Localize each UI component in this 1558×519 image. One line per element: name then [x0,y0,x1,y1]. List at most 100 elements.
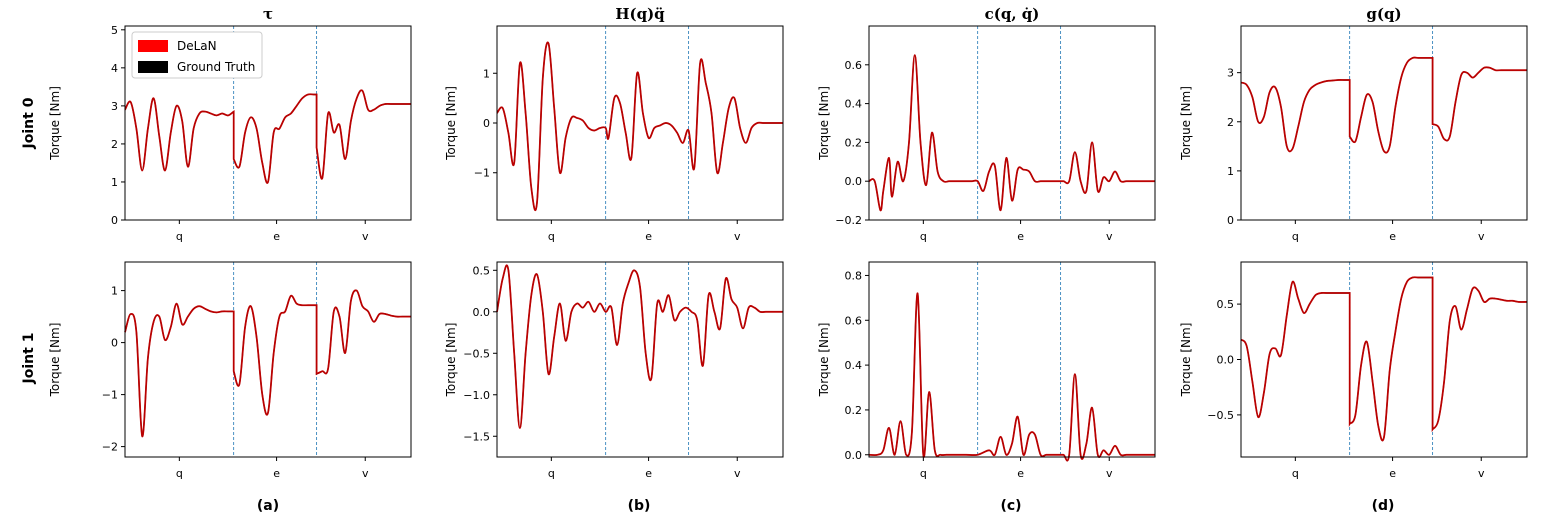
chart-title-3: g(q) [1366,5,1401,23]
y-tick-label-1-2: 1 [483,67,490,80]
y-tick-label-6-0: 0.0 [845,449,863,462]
sub-label-a: (a) [257,498,279,514]
x-tick-label-3-0: q [1292,230,1299,243]
chart-panel-0: τ Torque [Nm] 0 1 2 3 4 5 q e v DeLaN Ground Truth [48,5,412,243]
y-tick-label-4-2: 0 [111,337,118,350]
x-tick-label-4-2: v [362,467,369,480]
delan-line-6 [868,292,1155,462]
chart-title-0: τ [263,5,273,23]
y-tick-label-2-0: −0.2 [835,214,862,227]
x-tick-label-5-2: v [734,467,741,480]
y-tick-label-1-1: 0 [483,117,490,130]
y-tick-label-3-0: 0 [1227,214,1234,227]
chart-panel-3: g(q) Torque [Nm] 0 1 2 3 q e v [1179,5,1528,243]
y-tick-label-2-2: 0.2 [845,136,863,149]
sub-label-b: (b) [628,498,651,514]
sub-label-d: (d) [1372,498,1395,514]
chart-panel-5: Torque [Nm] −1.5 −1.0 −0.5 0.0 0.5 q e v [444,261,784,480]
axes-layer: τ Torque [Nm] 0 1 2 3 4 5 q e v DeLaN Ground Truth H(… [48,5,1528,480]
y-tick-label-2-3: 0.4 [845,98,863,111]
x-tick-label-7-0: q [1292,467,1299,480]
x-tick-label-6-2: v [1106,467,1113,480]
x-tick-label-6-1: e [1017,467,1024,480]
y-tick-label-5-0: −1.5 [463,430,490,443]
y-tick-label-4-0: −2 [102,441,118,454]
axes-frame-4 [124,261,412,458]
legend: DeLaN Ground Truth [131,31,263,79]
legend-swatch-1 [138,61,168,73]
chart-panel-6: Torque [Nm] 0.0 0.2 0.4 0.6 0.8 q e v [817,261,1156,480]
y-axis-label-7: Torque [Nm] [1179,323,1193,398]
x-tick-label-0-0: q [176,230,183,243]
y-tick-label-7-0: −0.5 [1207,409,1234,422]
chart-panel-4: Torque [Nm] −2 −1 0 1 q e v [48,261,412,480]
y-tick-label-6-4: 0.8 [845,269,863,282]
x-tick-label-2-2: v [1106,230,1113,243]
y-axis-label-1: Torque [Nm] [444,86,458,161]
y-tick-label-0-0: 0 [111,214,118,227]
delan-line-3 [1240,56,1527,154]
axes-frame-1 [496,25,784,221]
sub-label-c: (c) [1000,498,1021,514]
delan-line-4 [124,289,411,438]
y-tick-label-2-1: 0.0 [845,175,863,188]
x-tick-label-0-1: e [273,230,280,243]
y-tick-label-3-2: 2 [1227,116,1234,129]
delan-line-1 [496,41,783,211]
axes-frame-7 [1240,261,1528,458]
delan-line-7 [1240,276,1528,442]
y-tick-label-6-1: 0.2 [845,404,863,417]
legend-swatch-0 [138,40,168,52]
ground-truth-line-0 [124,89,411,184]
y-tick-label-0-3: 3 [111,100,118,113]
y-tick-label-4-1: −1 [102,389,118,402]
row-label-joint-1: Joint 1 [21,333,37,385]
x-tick-label-1-0: q [548,230,555,243]
x-tick-label-4-0: q [176,467,183,480]
x-tick-label-4-1: e [273,467,280,480]
x-tick-label-1-1: e [645,230,652,243]
x-tick-label-7-1: e [1389,467,1396,480]
y-tick-label-5-2: −0.5 [463,347,490,360]
y-axis-label-4: Torque [Nm] [48,323,62,398]
y-tick-label-4-3: 1 [111,285,118,298]
delan-line-0 [124,89,411,184]
row-label-joint-0: Joint 0 [21,97,37,149]
delan-line-5 [496,264,783,429]
ground-truth-line-3 [1240,56,1527,154]
y-tick-label-7-1: 0.0 [1217,354,1235,367]
y-axis-label-6: Torque [Nm] [817,323,831,398]
y-tick-label-0-2: 2 [111,138,118,151]
y-tick-label-1-0: −1 [474,167,490,180]
y-tick-label-0-5: 5 [111,24,118,37]
axes-frame-2 [868,25,1156,221]
y-tick-label-7-2: 0.5 [1217,298,1235,311]
y-tick-label-3-3: 3 [1227,67,1234,80]
y-tick-label-5-4: 0.5 [473,264,491,277]
x-tick-label-2-1: e [1017,230,1024,243]
x-tick-label-5-1: e [645,467,652,480]
y-tick-label-3-1: 1 [1227,165,1234,178]
chart-title-2: c(q, q̇) [985,5,1040,23]
legend-label-1: Ground Truth [177,60,255,74]
axes-frame-3 [1240,25,1528,221]
axes-frame-5 [496,261,784,458]
y-tick-label-2-4: 0.6 [845,59,863,72]
y-tick-label-5-3: 0.0 [473,306,491,319]
chart-panel-2: c(q, q̇) Torque [Nm] −0.2 0.0 0.2 0.4 0.6 q e v [817,5,1156,243]
x-tick-label-1-2: v [734,230,741,243]
y-tick-label-5-1: −1.0 [463,389,490,402]
y-tick-label-0-1: 1 [111,176,118,189]
x-tick-label-3-2: v [1478,230,1485,243]
y-tick-label-6-3: 0.6 [845,314,863,327]
x-tick-label-6-0: q [920,467,927,480]
x-tick-label-5-0: q [548,467,555,480]
y-axis-label-3: Torque [Nm] [1179,86,1193,161]
axes-frame-6 [868,261,1156,458]
y-tick-label-6-2: 0.4 [845,359,863,372]
legend-label-0: DeLaN [177,39,217,53]
chart-panel-1: H(q)q̈ Torque [Nm] −1 0 1 q e v [444,5,784,243]
x-tick-label-7-2: v [1478,467,1485,480]
y-tick-label-0-4: 4 [111,62,118,75]
